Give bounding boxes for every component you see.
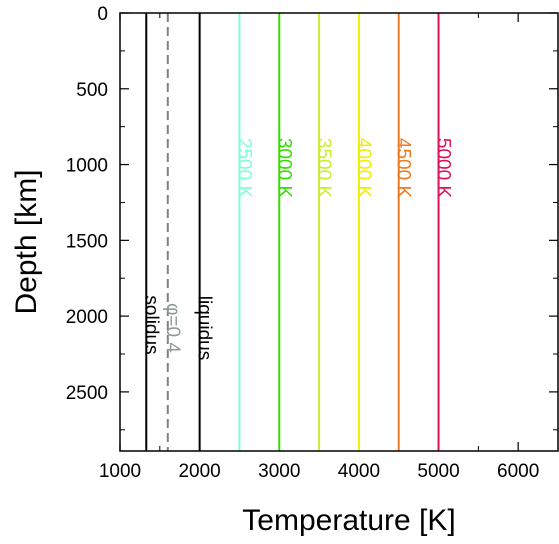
tick-marks [119,12,558,451]
y-tick-label: 1000 [66,156,108,177]
y-tick-label: 0 [97,4,108,25]
y-axis-label: Depth [km] [10,169,43,314]
series-labels: solidus φ=0.4 liquidus 2500 K 3000 K 3500 K 40… [140,138,453,360]
y-tick-label: 500 [76,80,108,101]
series-label-5: 3500 K [313,138,334,199]
x-tick-label: 2000 [178,461,220,482]
x-tick-label: 6000 [497,461,539,482]
x-tick-label: 5000 [417,461,459,482]
x-axis-label: Temperature [K] [242,504,455,537]
y-tick-labels: 0 500 1000 1500 2000 2500 [66,4,108,404]
series-label-1: φ=0.4 [162,303,183,353]
y-tick-label: 2000 [66,307,108,328]
series-lines [145,13,440,451]
x-tick-label: 4000 [338,461,380,482]
plot-frame [119,12,559,452]
y-tick-label: 2500 [66,383,108,404]
series-label-8: 5000 K [433,138,454,199]
x-tick-label: 3000 [258,461,300,482]
y-tick-label: 1500 [66,231,108,252]
series-label-3: 2500 K [233,138,254,199]
series-label-6: 4000 K [353,138,374,199]
x-tick-labels: 1000 2000 3000 4000 5000 6000 [99,461,539,482]
x-tick-label: 1000 [99,461,141,482]
series-label-7: 4500 K [393,138,414,199]
series-label-2: liquidus [194,296,215,360]
series-label-4: 3000 K [273,138,294,199]
series-label-0: solidus [140,295,161,354]
